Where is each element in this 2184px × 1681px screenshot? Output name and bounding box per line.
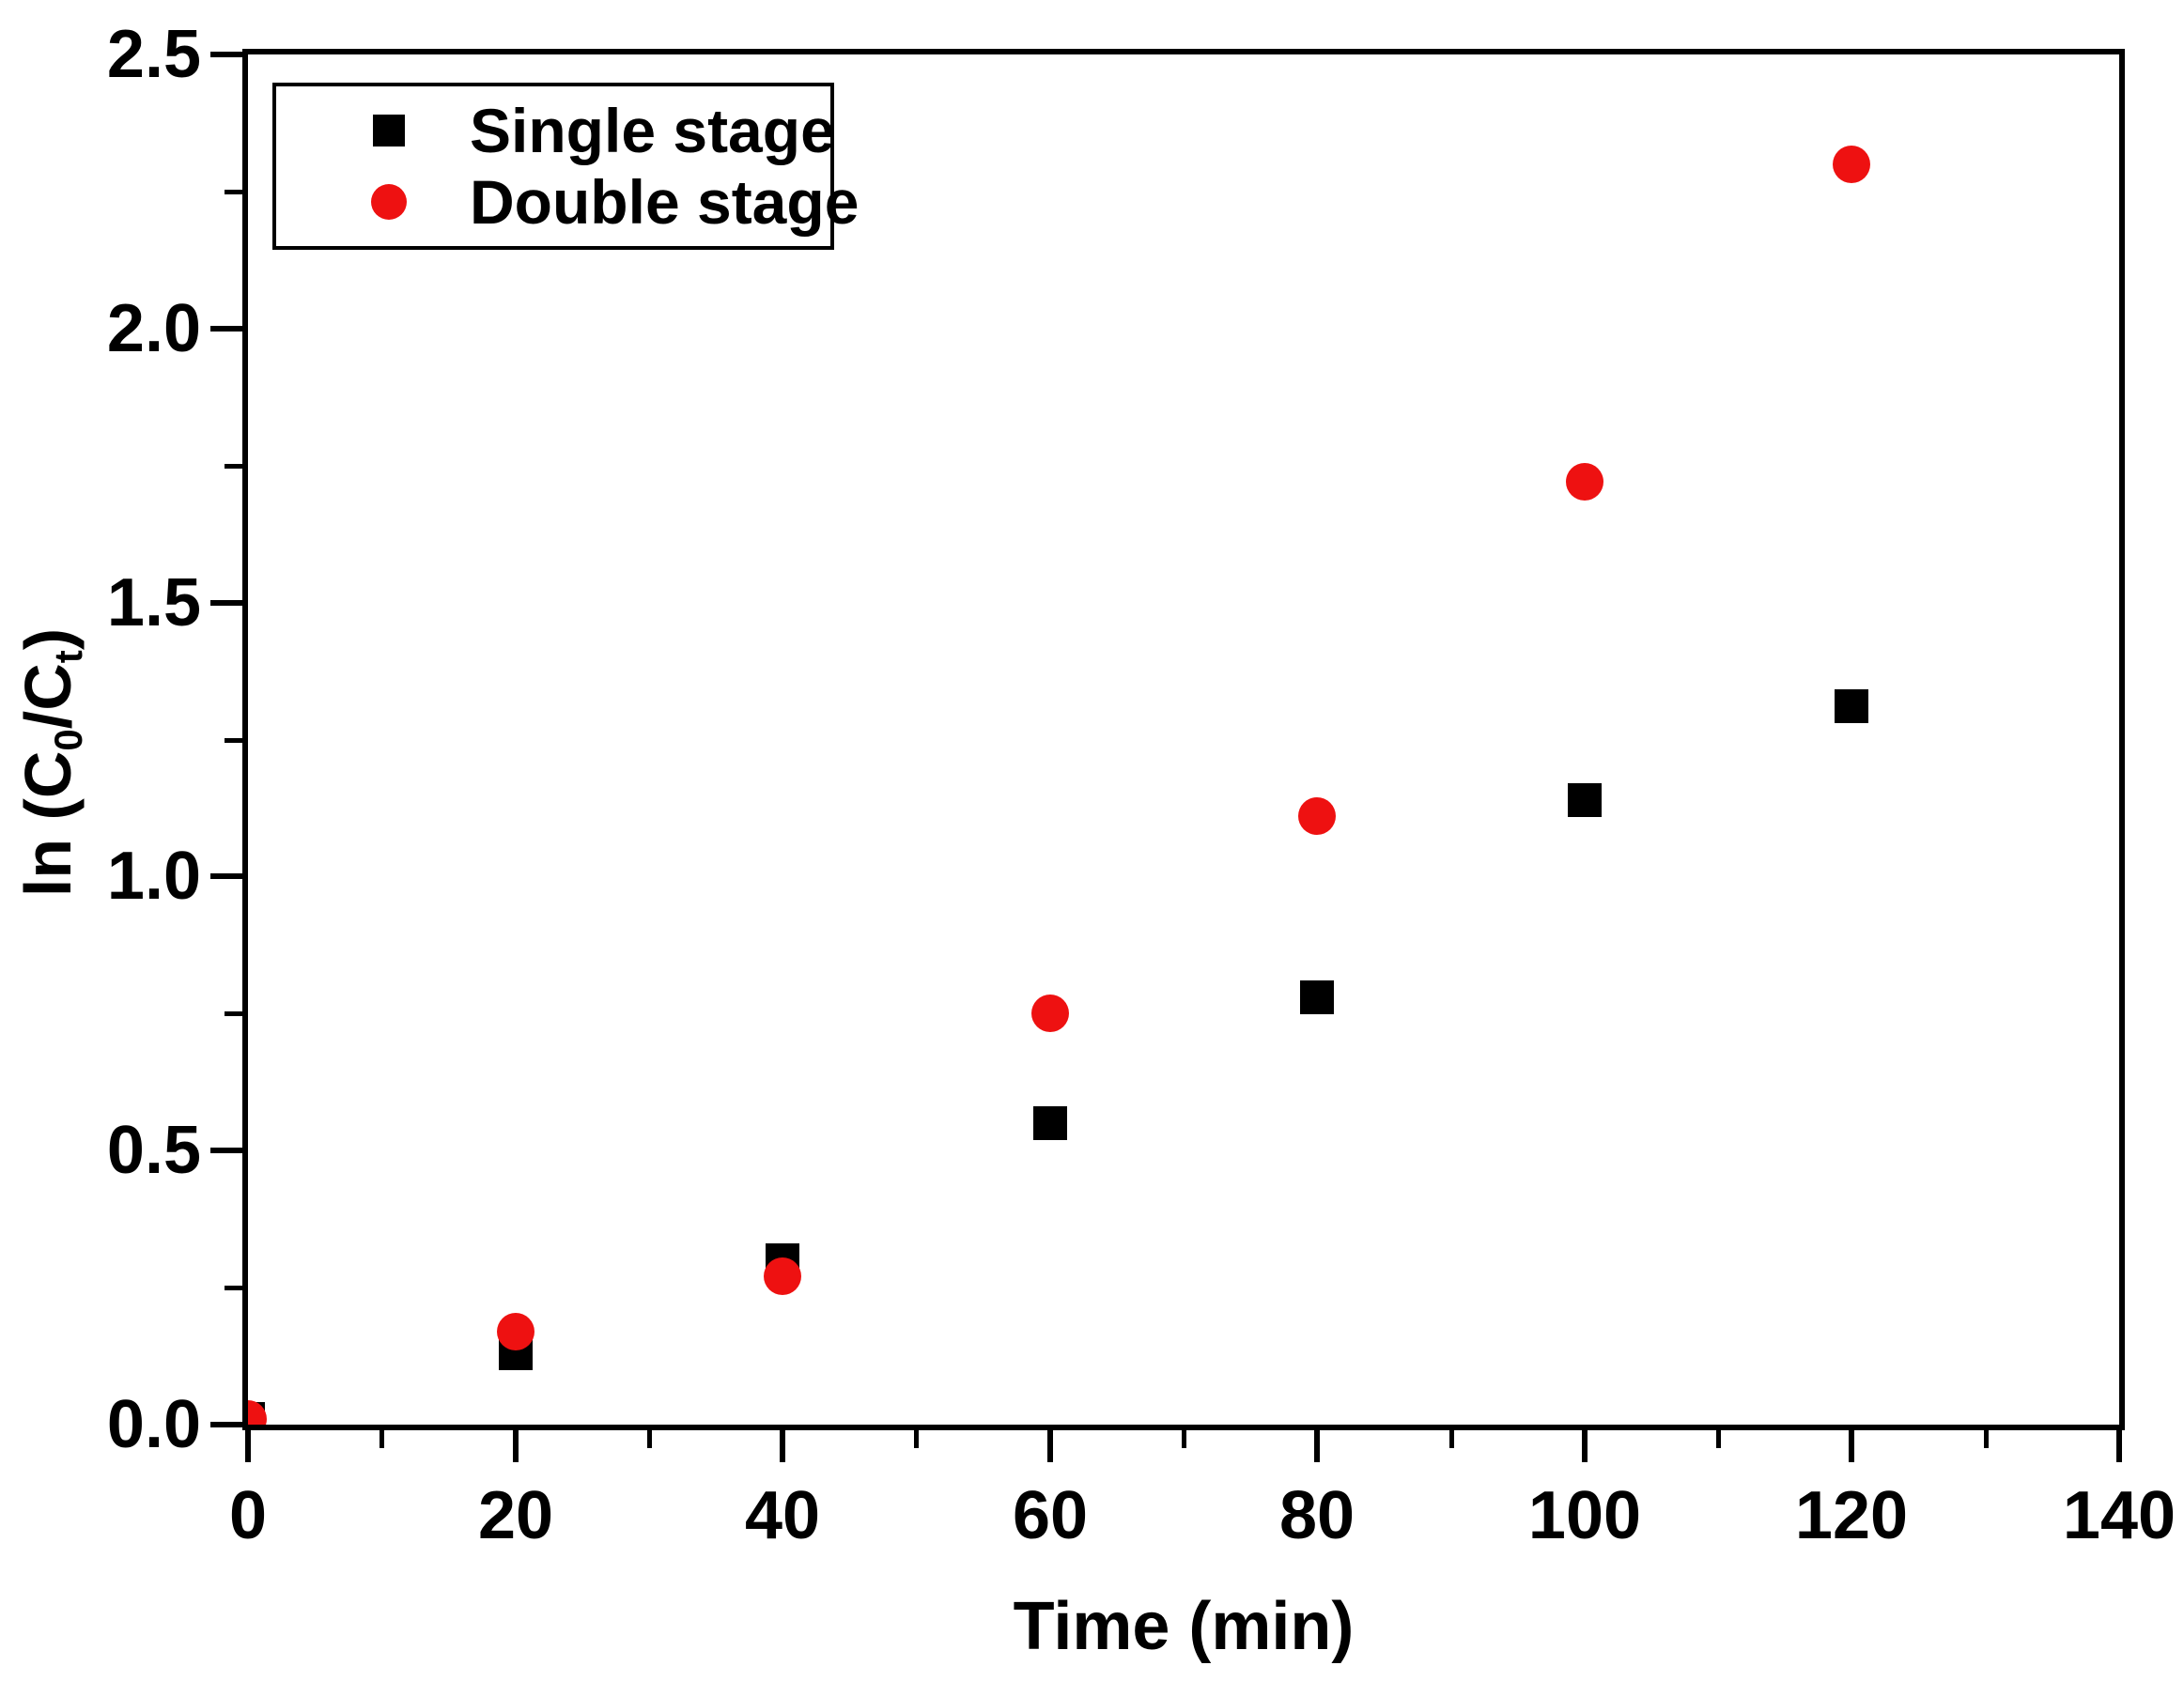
legend-swatch-double-stage (371, 184, 407, 220)
circle-marker-icon (370, 183, 408, 221)
x-major-tick (780, 1430, 785, 1462)
x-major-tick (1314, 1430, 1320, 1462)
data-point-double-stage (248, 1400, 267, 1425)
y-major-tick (210, 873, 242, 879)
x-tick-label: 60 (1012, 1478, 1089, 1553)
x-tick-label: 140 (2062, 1478, 2176, 1553)
x-minor-tick (1984, 1430, 1989, 1448)
x-tick-label: 40 (744, 1478, 821, 1553)
y-axis-title-prefix: ln (C (11, 750, 85, 898)
x-major-tick (1849, 1430, 1854, 1462)
data-point-double-stage (1566, 463, 1603, 501)
x-major-tick (1047, 1430, 1053, 1462)
x-major-tick (2116, 1430, 2122, 1462)
y-minor-tick (225, 1286, 242, 1290)
data-point-double-stage (497, 1313, 534, 1350)
legend-item-double-stage: Double stage (276, 166, 859, 238)
y-axis-title-subt: t (45, 650, 90, 664)
data-point-single-stage (1300, 980, 1334, 1014)
y-minor-tick (225, 1011, 242, 1016)
y-minor-tick (225, 190, 242, 194)
y-tick-label: 0.0 (106, 1387, 201, 1462)
x-minor-tick (1182, 1430, 1186, 1448)
y-axis-title-sub0: 0 (45, 729, 90, 751)
x-tick-label: 100 (1527, 1478, 1642, 1553)
y-tick-label: 2.5 (106, 17, 201, 92)
y-major-tick (210, 1148, 242, 1153)
x-major-tick (1582, 1430, 1588, 1462)
x-axis-title: Time (min) (1013, 1589, 1355, 1664)
y-minor-tick (225, 738, 242, 743)
legend-label-double-stage: Double stage (470, 167, 860, 237)
x-minor-tick (379, 1430, 384, 1448)
x-minor-tick (1449, 1430, 1454, 1448)
square-marker-icon (370, 112, 408, 149)
x-tick-label: 80 (1278, 1478, 1355, 1553)
data-point-double-stage (1298, 797, 1336, 835)
data-point-double-stage (764, 1257, 801, 1295)
y-tick-label: 1.0 (106, 839, 201, 914)
y-minor-tick (225, 464, 242, 469)
y-tick-label: 2.0 (106, 291, 201, 366)
x-tick-label: 20 (477, 1478, 554, 1553)
data-point-double-stage (1833, 146, 1870, 183)
x-minor-tick (1716, 1430, 1721, 1448)
x-minor-tick (647, 1430, 652, 1448)
x-minor-tick (914, 1430, 919, 1448)
y-major-tick (210, 600, 242, 606)
y-tick-label: 1.5 (106, 565, 201, 640)
y-tick-label: 0.5 (106, 1113, 201, 1188)
data-point-single-stage (1568, 783, 1602, 817)
legend: Single stage Double stage (272, 83, 859, 250)
plot-area (242, 49, 2125, 1430)
y-axis-title: ln (C0/Ct) (11, 628, 94, 897)
legend-swatch-single-stage (373, 115, 405, 147)
legend-item-single-stage: Single stage (276, 95, 835, 166)
x-tick-label: 0 (228, 1478, 268, 1553)
x-major-tick (513, 1430, 519, 1462)
data-point-double-stage (1031, 995, 1069, 1032)
y-major-tick (210, 52, 242, 57)
x-major-tick (245, 1430, 251, 1462)
x-tick-label: 120 (1794, 1478, 1909, 1553)
y-major-tick (210, 1422, 242, 1427)
y-axis-title-suffix: ) (11, 627, 85, 651)
data-point-single-stage (1835, 689, 1868, 723)
legend-label-single-stage: Single stage (470, 96, 835, 165)
data-point-single-stage (1033, 1106, 1067, 1140)
y-major-tick (210, 326, 242, 332)
y-axis-title-mid: /C (11, 663, 85, 730)
